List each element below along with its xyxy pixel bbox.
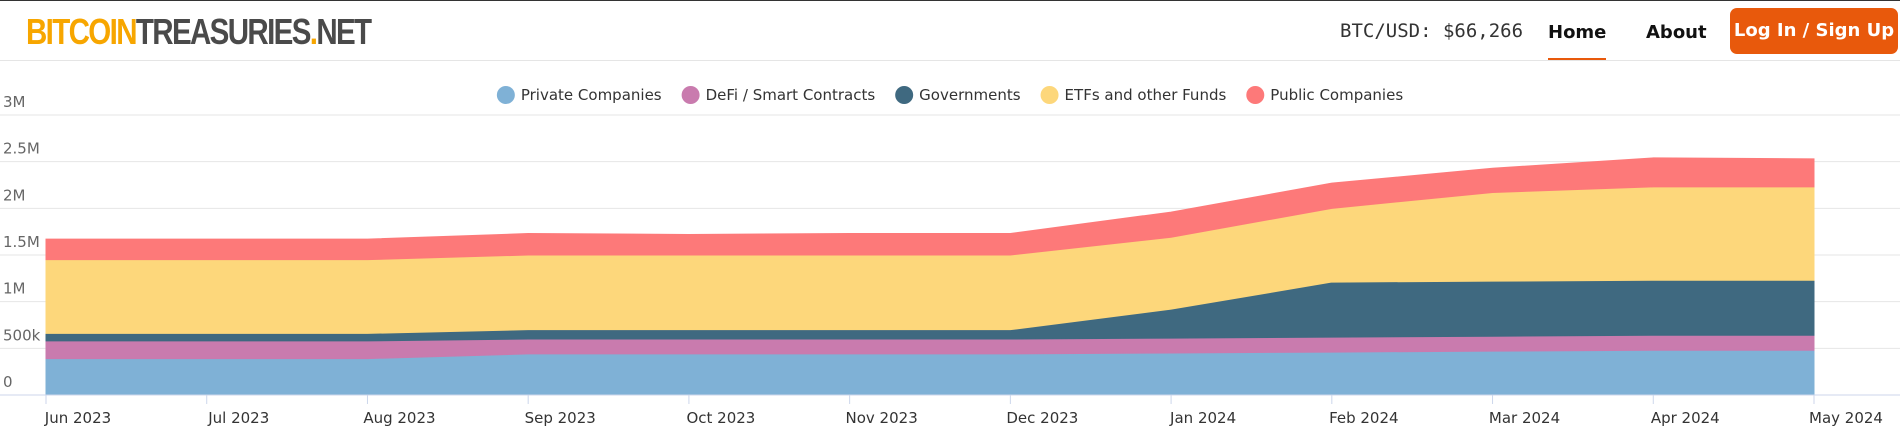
login-button[interactable]: Log In / Sign Up bbox=[1730, 8, 1898, 54]
y-tick-label: 0 bbox=[3, 373, 13, 391]
legend-swatch bbox=[1246, 86, 1265, 104]
y-tick-label: 1M bbox=[3, 280, 26, 298]
x-tick-label: Jul 2023 bbox=[207, 409, 269, 427]
y-tick-label: 2M bbox=[3, 186, 26, 204]
legend-swatch bbox=[496, 86, 515, 104]
x-tick-label: Jun 2023 bbox=[44, 409, 111, 427]
logo-part: . bbox=[309, 11, 318, 52]
x-tick-label: Jan 2024 bbox=[1169, 409, 1236, 427]
legend-label: Public Companies bbox=[1270, 86, 1403, 104]
legend-item[interactable]: ETFs and other Funds bbox=[1040, 86, 1227, 104]
x-tick-label: Aug 2023 bbox=[363, 409, 435, 427]
logo[interactable]: BITCOINTREASURIES.NET bbox=[26, 11, 372, 53]
legend-item[interactable]: DeFi / Smart Contracts bbox=[681, 86, 876, 104]
y-tick-label: 1.5M bbox=[3, 233, 40, 251]
x-tick-label: Dec 2023 bbox=[1006, 409, 1078, 427]
legend-swatch bbox=[1040, 86, 1059, 104]
legend-item[interactable]: Governments bbox=[895, 86, 1021, 104]
x-tick-label: May 2024 bbox=[1809, 409, 1883, 427]
x-tick-label: Apr 2024 bbox=[1651, 409, 1720, 427]
x-tick-label: Oct 2023 bbox=[686, 409, 755, 427]
legend: Private Companies DeFi / Smart Contracts G… bbox=[496, 86, 1403, 104]
legend-label: Governments bbox=[919, 86, 1021, 104]
nav-about[interactable]: About bbox=[1646, 22, 1707, 43]
nav-home[interactable]: Home bbox=[1548, 22, 1607, 60]
btc-price: BTC/USD: $66,266 bbox=[1340, 20, 1524, 42]
y-tick-label: 2.5M bbox=[3, 140, 40, 158]
legend-item[interactable]: Public Companies bbox=[1246, 86, 1403, 104]
y-tick-label: 3M bbox=[3, 93, 26, 111]
logo-part: BITCOIN bbox=[26, 11, 138, 52]
legend-item[interactable]: Private Companies bbox=[496, 86, 662, 104]
x-tick-label: Feb 2024 bbox=[1329, 409, 1399, 427]
logo-part: TREASURIES bbox=[135, 11, 312, 52]
legend-swatch bbox=[895, 86, 914, 104]
header: BITCOINTREASURIES.NET BTC/USD: $66,266 H… bbox=[0, 0, 1900, 61]
x-tick-label: Sep 2023 bbox=[525, 409, 596, 427]
y-tick-label: 500k bbox=[3, 326, 41, 344]
logo-part: NET bbox=[316, 11, 372, 52]
x-tick-label: Mar 2024 bbox=[1489, 409, 1560, 427]
legend-label: Private Companies bbox=[521, 86, 662, 104]
chart: 0 500k 1M 1.5M 2M 2.5M 3M Jun 2023 Jul 2023 Aug 2… bbox=[0, 86, 1900, 427]
legend-label: DeFi / Smart Contracts bbox=[706, 86, 876, 104]
area bbox=[45, 157, 1815, 261]
x-tick-label: Nov 2023 bbox=[846, 409, 918, 427]
legend-label: ETFs and other Funds bbox=[1065, 86, 1227, 104]
legend-swatch bbox=[681, 86, 700, 104]
